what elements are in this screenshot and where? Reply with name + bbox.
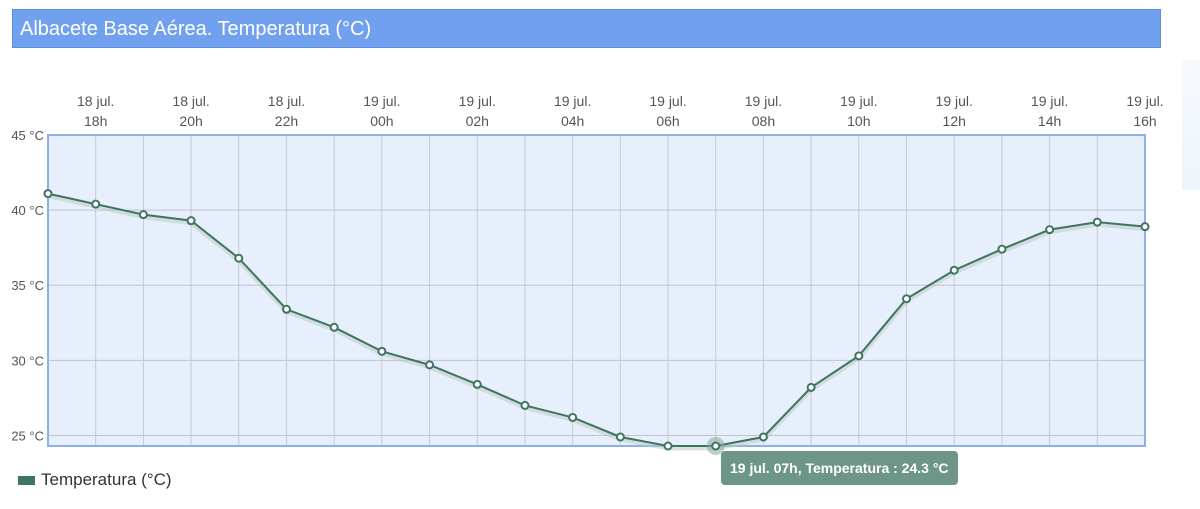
legend-label: Temperatura (°C) xyxy=(41,470,172,489)
x-tick-label-date: 18 jul. xyxy=(268,93,305,109)
data-point xyxy=(425,360,435,370)
data-point xyxy=(186,216,196,226)
data-point xyxy=(1045,225,1055,235)
data-point xyxy=(806,382,816,392)
x-tick-label-hour: 06h xyxy=(656,113,679,129)
x-tick-label-date: 19 jul. xyxy=(1031,93,1068,109)
data-point xyxy=(520,400,530,410)
data-point xyxy=(997,244,1007,254)
x-tick-label-date: 19 jul. xyxy=(459,93,496,109)
legend-swatch xyxy=(18,475,35,485)
data-point xyxy=(568,412,578,422)
data-point xyxy=(854,351,864,361)
x-tick-label-date: 19 jul. xyxy=(840,93,877,109)
data-point xyxy=(329,322,339,332)
chart-title: Albacete Base Aérea. Temperatura (°C) xyxy=(20,18,372,40)
x-tick-label-hour: 10h xyxy=(847,113,870,129)
data-point xyxy=(1140,222,1150,232)
data-point xyxy=(902,294,912,304)
series-line-shadow xyxy=(47,193,1146,451)
data-tooltip: 19 jul. 07h, Temperatura : 24.3 °C xyxy=(721,451,958,485)
data-point xyxy=(1092,217,1102,227)
data-point xyxy=(43,189,53,199)
plot-area xyxy=(48,135,1145,446)
x-tick-label-hour: 02h xyxy=(466,113,489,129)
data-point xyxy=(472,379,482,389)
plot-border xyxy=(47,134,1146,447)
data-point xyxy=(711,441,721,451)
data-point xyxy=(281,304,291,314)
x-tick-label-date: 19 jul. xyxy=(554,93,591,109)
data-point xyxy=(663,441,673,451)
x-tick-label-date: 19 jul. xyxy=(1126,93,1163,109)
data-point xyxy=(615,432,625,442)
x-tick-label-date: 19 jul. xyxy=(363,93,400,109)
y-tick-label: 40 °C xyxy=(11,203,44,218)
x-tick-label-hour: 00h xyxy=(370,113,393,129)
y-tick-label: 30 °C xyxy=(11,353,44,368)
legend[interactable]: Temperatura (°C) xyxy=(18,470,172,490)
data-point xyxy=(91,199,101,209)
x-tick-label-hour: 08h xyxy=(752,113,775,129)
edge-decoration xyxy=(1182,60,1200,190)
x-tick-label-hour: 20h xyxy=(179,113,202,129)
x-tick-label-hour: 14h xyxy=(1038,113,1061,129)
y-tick-label: 25 °C xyxy=(11,428,44,443)
data-point xyxy=(138,210,148,220)
x-tick-label-hour: 04h xyxy=(561,113,584,129)
x-tick-label-date: 19 jul. xyxy=(649,93,686,109)
chart-title-bar: Albacete Base Aérea. Temperatura (°C) xyxy=(12,9,1161,48)
x-tick-label-date: 18 jul. xyxy=(77,93,114,109)
x-tick-label-hour: 18h xyxy=(84,113,107,129)
data-point xyxy=(377,346,387,356)
x-tick-label-hour: 16h xyxy=(1133,113,1156,129)
series-line xyxy=(47,192,1146,447)
x-tick-label-date: 18 jul. xyxy=(172,93,209,109)
x-tick-label-hour: 22h xyxy=(275,113,298,129)
y-tick-label: 35 °C xyxy=(11,278,44,293)
data-point xyxy=(758,432,768,442)
x-tick-label-date: 19 jul. xyxy=(745,93,782,109)
y-tick-label: 45 °C xyxy=(11,128,44,143)
x-tick-label-hour: 12h xyxy=(943,113,966,129)
x-tick-label-date: 19 jul. xyxy=(936,93,973,109)
data-point xyxy=(234,253,244,263)
data-point xyxy=(949,265,959,275)
